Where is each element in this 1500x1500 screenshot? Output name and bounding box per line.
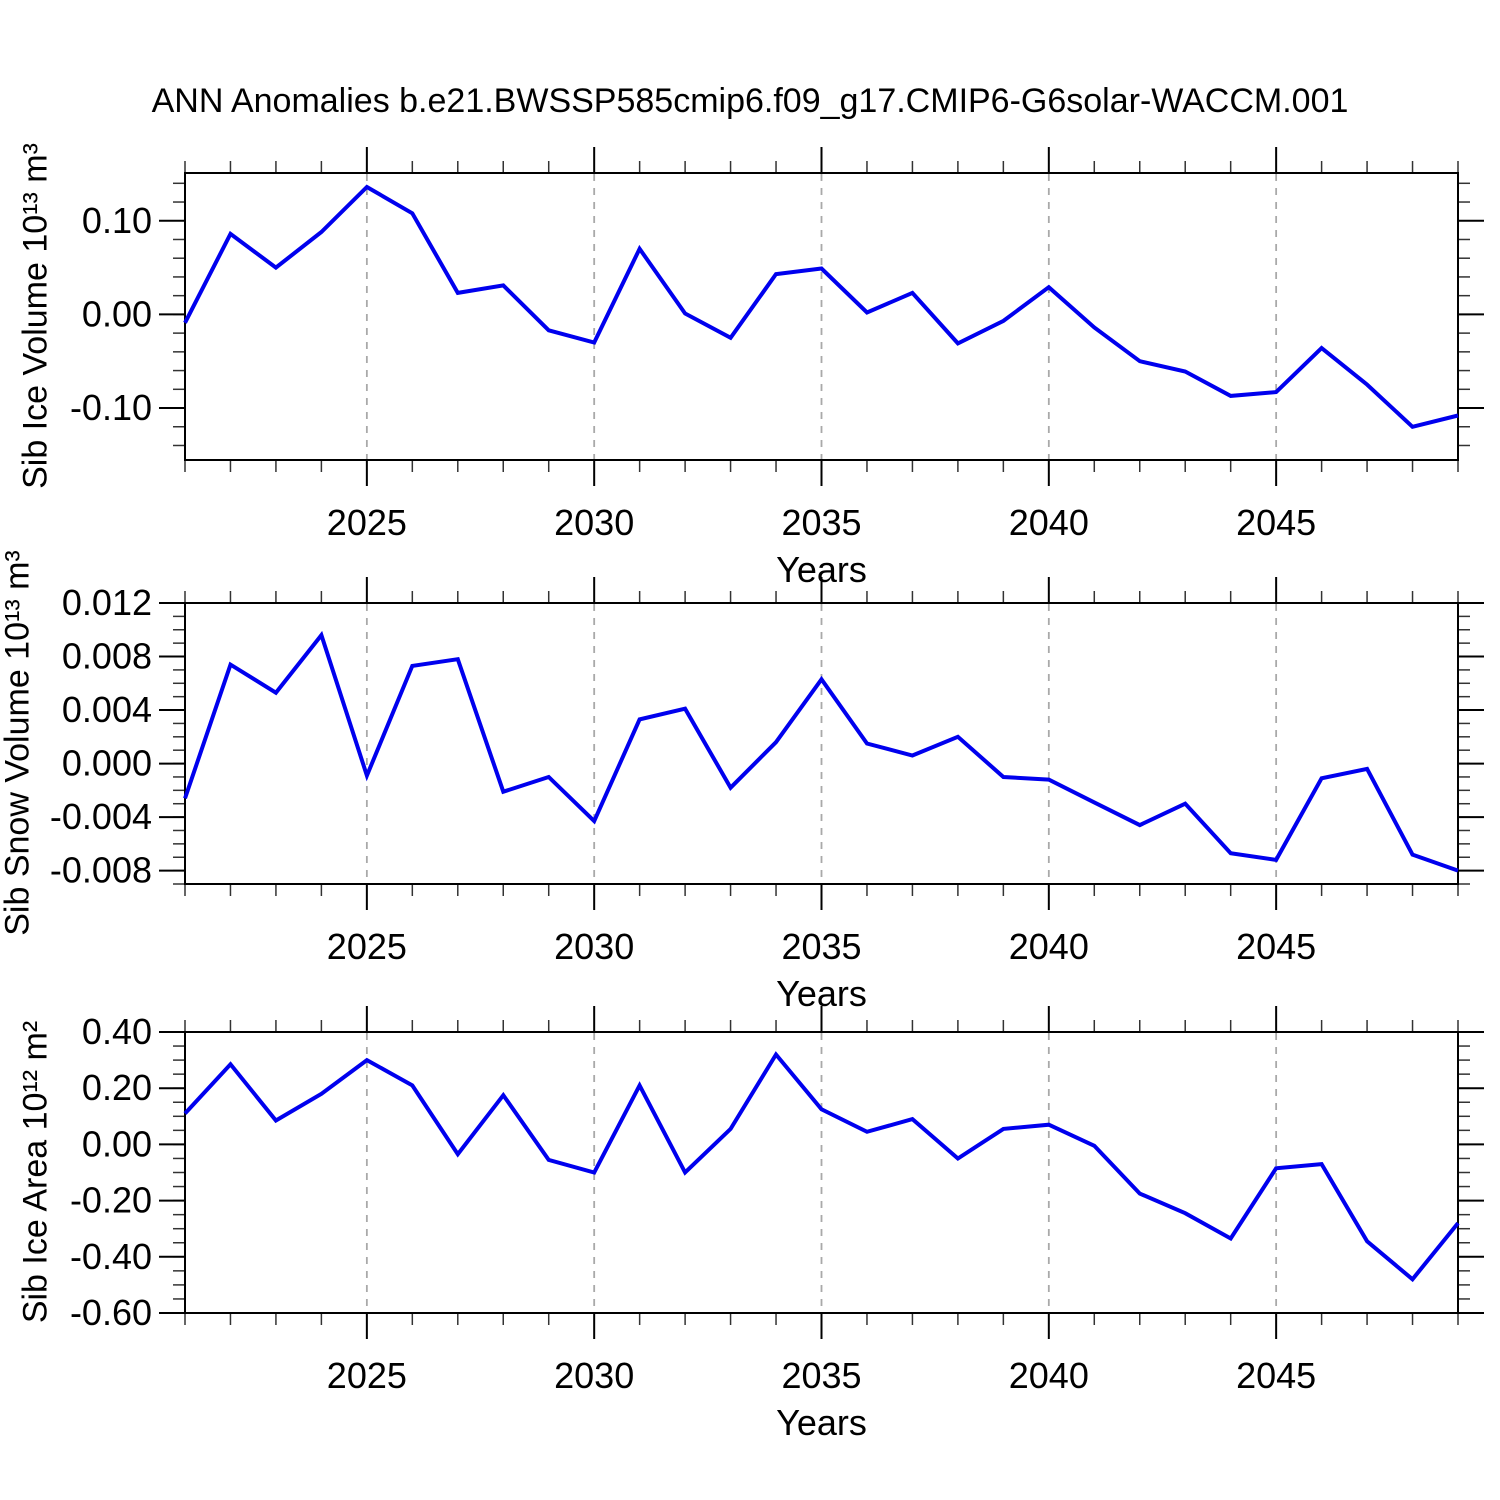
y-tick-label: -0.004: [50, 796, 152, 837]
x-tick-label: 2035: [781, 502, 861, 543]
chart-title: ANN Anomalies b.e21.BWSSP585cmip6.f09_g1…: [151, 82, 1349, 120]
data-line-sib-ice-area: [183, 1051, 1460, 1283]
data-line-sib-ice-volume: [183, 184, 1459, 430]
y-tick-label: 0.20: [82, 1067, 152, 1108]
y-tick-label: 0.40: [82, 1011, 152, 1052]
y-tick-label: -0.20: [70, 1180, 152, 1221]
x-tick-label: 2045: [1236, 1355, 1316, 1396]
panel-frame-sib-ice-volume: [184, 172, 1459, 461]
x-tick-label: 2040: [1009, 502, 1089, 543]
y-tick-label: 0.008: [62, 636, 152, 677]
x-tick-label: 2025: [327, 926, 407, 967]
y-tick-label: -0.008: [50, 850, 152, 891]
data-line-sib-snow-volume: [183, 630, 1459, 873]
y-tick-label: 0.012: [62, 582, 152, 623]
x-tick-label: 2045: [1236, 502, 1316, 543]
x-tick-label: 2030: [554, 502, 634, 543]
x-tick-label: 2025: [327, 502, 407, 543]
x-tick-label: 2040: [1009, 926, 1089, 967]
y-tick-label: -0.40: [70, 1236, 152, 1277]
y-tick-label: -0.60: [70, 1292, 152, 1333]
x-tick-label: 2030: [554, 926, 634, 967]
x-tick-label: 2030: [554, 1355, 634, 1396]
x-tick-label: 2035: [781, 1355, 861, 1396]
x-tick-label: 2045: [1236, 926, 1316, 967]
y-tick-label: 0.000: [62, 743, 152, 784]
panel-frame-sib-snow-volume: [184, 602, 1459, 885]
x-axis-title: Years: [776, 1402, 867, 1443]
y-tick-label: -0.10: [70, 387, 152, 428]
panel-frame-sib-ice-area: [184, 1031, 1459, 1314]
x-tick-label: 2025: [327, 1355, 407, 1396]
x-tick-label: 2040: [1009, 1355, 1089, 1396]
y-tick-label: 0.10: [82, 200, 152, 241]
y-tick-label: 0.00: [82, 293, 152, 334]
y-tick-label: 0.00: [82, 1123, 152, 1164]
x-tick-label: 2035: [781, 926, 861, 967]
y-tick-label: 0.004: [62, 689, 152, 730]
